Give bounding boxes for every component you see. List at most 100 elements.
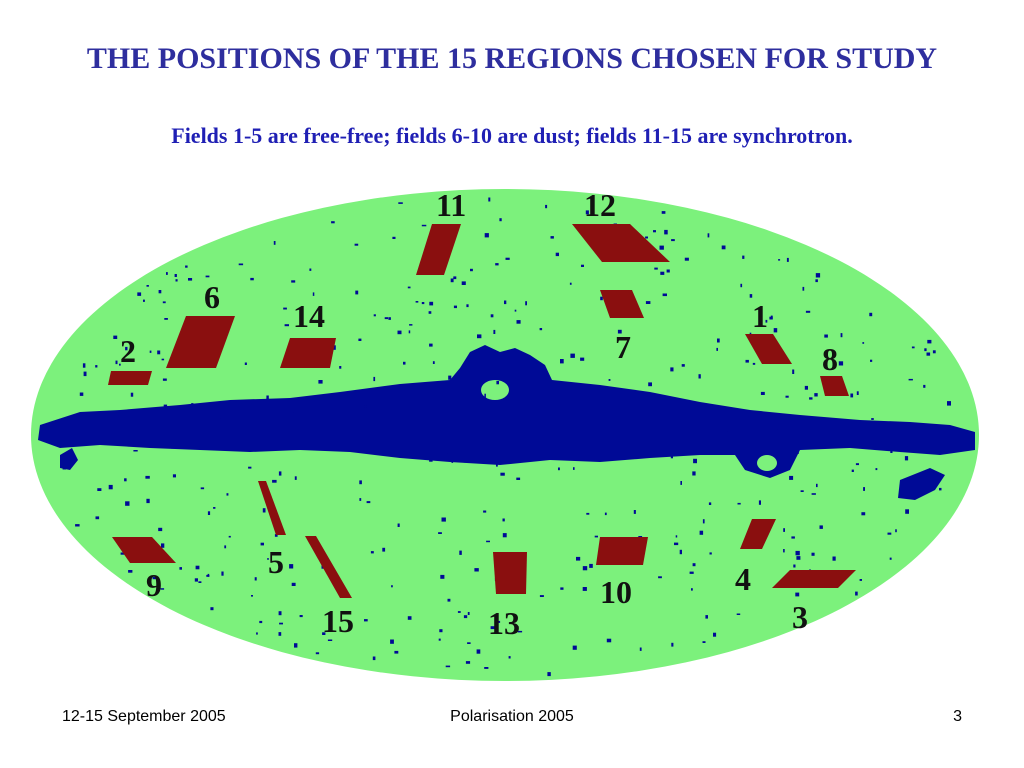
point-source — [707, 233, 710, 238]
galactic-plane — [38, 345, 975, 478]
point-source — [358, 338, 362, 341]
region-4 — [740, 519, 776, 549]
point-source — [394, 650, 399, 654]
point-source — [736, 613, 741, 615]
point-source — [438, 638, 441, 641]
point-source — [315, 652, 320, 655]
point-source — [832, 556, 836, 561]
point-source — [83, 371, 87, 377]
point-source — [483, 510, 487, 513]
point-source — [660, 271, 665, 275]
point-source — [814, 393, 818, 397]
point-source — [927, 339, 932, 344]
point-source — [421, 302, 425, 305]
point-source — [508, 656, 511, 659]
point-source — [389, 449, 394, 452]
point-source — [254, 577, 257, 581]
region-label-14: 14 — [293, 298, 325, 334]
point-source — [496, 464, 498, 467]
point-source — [760, 391, 765, 395]
point-source — [755, 431, 758, 435]
point-source — [597, 432, 600, 436]
point-source — [175, 279, 178, 282]
point-source — [447, 598, 451, 602]
point-source — [550, 443, 554, 448]
point-source — [133, 450, 138, 452]
region-13 — [493, 552, 527, 594]
point-source — [447, 450, 450, 454]
point-source — [145, 475, 150, 479]
point-source — [397, 523, 400, 527]
point-source — [692, 563, 696, 567]
point-source — [143, 430, 147, 433]
point-source — [463, 615, 468, 619]
point-source — [585, 406, 588, 411]
point-source — [606, 638, 612, 643]
point-source — [457, 611, 461, 613]
point-source — [935, 425, 940, 428]
point-source — [648, 382, 652, 387]
point-source — [263, 445, 267, 448]
point-source — [497, 620, 501, 623]
point-source — [890, 450, 893, 453]
point-source — [87, 431, 92, 435]
point-source — [887, 532, 892, 535]
point-source — [560, 587, 564, 590]
point-source — [699, 530, 704, 535]
point-source — [496, 381, 499, 385]
point-source — [875, 468, 878, 471]
point-source — [805, 310, 811, 313]
point-source — [904, 456, 909, 461]
point-source — [608, 379, 611, 381]
point-source — [273, 241, 276, 245]
point-source — [412, 452, 414, 457]
point-source — [524, 373, 528, 376]
point-source — [502, 518, 505, 522]
point-source — [796, 556, 801, 560]
point-source — [758, 500, 761, 505]
region-label-4: 4 — [735, 561, 751, 597]
point-source — [377, 447, 382, 452]
point-source — [205, 275, 210, 278]
point-source — [539, 328, 543, 331]
point-source — [752, 362, 756, 365]
region-label-5: 5 — [268, 544, 284, 580]
point-source — [764, 451, 767, 454]
point-source — [451, 459, 454, 463]
region-label-12: 12 — [584, 187, 616, 223]
region-9 — [112, 537, 176, 563]
point-source — [809, 397, 813, 400]
point-source — [850, 393, 854, 398]
point-source — [666, 269, 670, 273]
point-source — [773, 328, 778, 333]
point-source — [171, 446, 176, 449]
point-source — [488, 197, 491, 202]
region-label-15: 15 — [322, 603, 354, 639]
point-source — [441, 380, 444, 383]
point-source — [911, 346, 915, 349]
point-source — [786, 257, 789, 262]
point-source — [792, 369, 795, 374]
point-source — [680, 481, 682, 485]
point-source — [137, 292, 142, 296]
point-source — [856, 391, 859, 395]
point-source — [213, 507, 216, 509]
region-12 — [572, 224, 670, 262]
point-source — [278, 632, 282, 636]
point-source — [740, 283, 743, 288]
point-source — [681, 364, 685, 367]
point-source — [840, 333, 843, 338]
point-source — [484, 233, 489, 238]
point-source — [936, 442, 939, 445]
point-source — [956, 443, 960, 446]
point-source — [95, 365, 98, 368]
point-source — [461, 281, 466, 285]
point-source — [278, 471, 282, 476]
point-source — [905, 509, 909, 514]
point-source — [273, 422, 276, 426]
point-source — [795, 550, 800, 556]
point-source — [373, 376, 376, 382]
point-source — [499, 218, 502, 222]
point-source — [130, 392, 134, 397]
